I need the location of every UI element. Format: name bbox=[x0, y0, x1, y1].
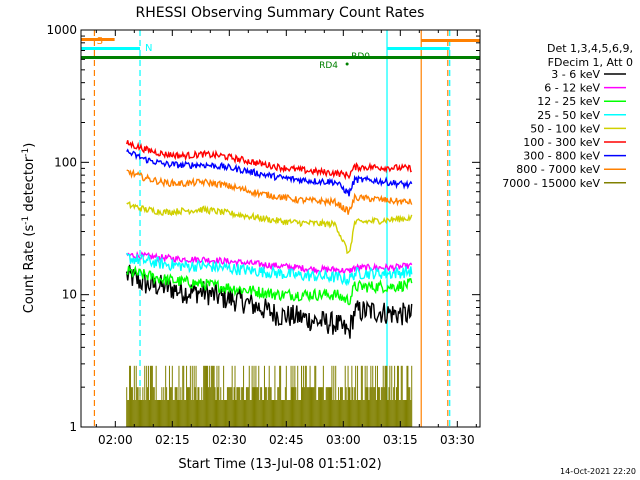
series-4-line bbox=[126, 201, 413, 255]
legend-label-2: 12 - 25 keV bbox=[537, 95, 600, 108]
y-axis-label: Count Rate (s-1 detector-1) bbox=[21, 143, 37, 314]
marker-n-label: N bbox=[145, 43, 152, 54]
attenuator-bar bbox=[81, 56, 480, 59]
marker-rd4-label: RD4 bbox=[319, 61, 338, 71]
plot-frame bbox=[80, 29, 481, 428]
y-tick-label-0: 1 bbox=[69, 420, 77, 434]
series-7-line bbox=[126, 168, 413, 215]
series-8 bbox=[126, 365, 413, 427]
legend-label-7: 800 - 7000 keV bbox=[516, 163, 600, 176]
x-tick-label-1: 02:15 bbox=[155, 433, 190, 447]
series-7 bbox=[126, 168, 413, 215]
legend-label-1: 6 - 12 keV bbox=[544, 82, 600, 95]
legend-label-3: 25 - 50 keV bbox=[537, 109, 600, 122]
marker-rd0-label: RD0 bbox=[351, 52, 370, 62]
series-1 bbox=[126, 250, 413, 276]
x-tick-label-3: 02:45 bbox=[269, 433, 304, 447]
plot-area: S N RD4 RD0 bbox=[81, 30, 480, 427]
series-1-line bbox=[126, 250, 413, 276]
series-6-line bbox=[126, 148, 413, 197]
legend-label-0: 3 - 6 keV bbox=[551, 68, 600, 81]
series-0-line bbox=[126, 264, 413, 339]
series-4 bbox=[126, 201, 413, 255]
series-2 bbox=[126, 265, 413, 306]
legend-label-6: 300 - 800 keV bbox=[523, 150, 600, 163]
x-axis-ticks: 02:00 02:15 02:30 02:45 03:00 03:15 03:30 bbox=[95, 30, 477, 447]
series-3-line bbox=[126, 252, 413, 287]
series-2-line bbox=[126, 265, 413, 306]
x-tick-label-2: 02:30 bbox=[212, 433, 247, 447]
x-tick-label-4: 03:00 bbox=[326, 433, 361, 447]
marker-rd4-dot bbox=[345, 62, 349, 66]
series-6 bbox=[126, 148, 413, 197]
series-5 bbox=[126, 140, 412, 181]
chart-title: RHESSI Observing Summary Count Rates bbox=[136, 5, 425, 21]
marker-s-bar bbox=[81, 38, 115, 41]
marker-n-bar-2 bbox=[387, 47, 450, 50]
marker-s-bar-2 bbox=[421, 39, 480, 42]
marker-s-label: S bbox=[97, 36, 103, 47]
y-axis-ticks: 1 10 100 1000 bbox=[46, 23, 480, 434]
legend-label-4: 50 - 100 keV bbox=[530, 122, 600, 135]
legend-label-5: 100 - 300 keV bbox=[523, 136, 600, 149]
series-3 bbox=[126, 252, 413, 287]
series-0 bbox=[126, 264, 413, 339]
marker-n-bar bbox=[81, 47, 141, 50]
x-tick-label-5: 03:15 bbox=[383, 433, 418, 447]
y-tick-label-2: 100 bbox=[54, 155, 77, 169]
x-tick-label-6: 03:30 bbox=[440, 433, 475, 447]
y-tick-label-1: 10 bbox=[62, 288, 77, 302]
legend-label-8: 7000 - 15000 keV bbox=[502, 177, 600, 190]
y-tick-label-3: 1000 bbox=[46, 23, 77, 37]
legend-header-line2: FDecim 1, Att 0 bbox=[548, 56, 633, 69]
footer-date: 14-Oct-2021 22:20 bbox=[560, 467, 636, 476]
x-axis-label: Start Time (13-Jul-08 01:51:02) bbox=[178, 457, 381, 472]
legend-header-line1: Det 1,3,4,5,6,9, bbox=[547, 42, 633, 55]
x-tick-label-0: 02:00 bbox=[98, 433, 133, 447]
series-5-line bbox=[126, 140, 412, 181]
